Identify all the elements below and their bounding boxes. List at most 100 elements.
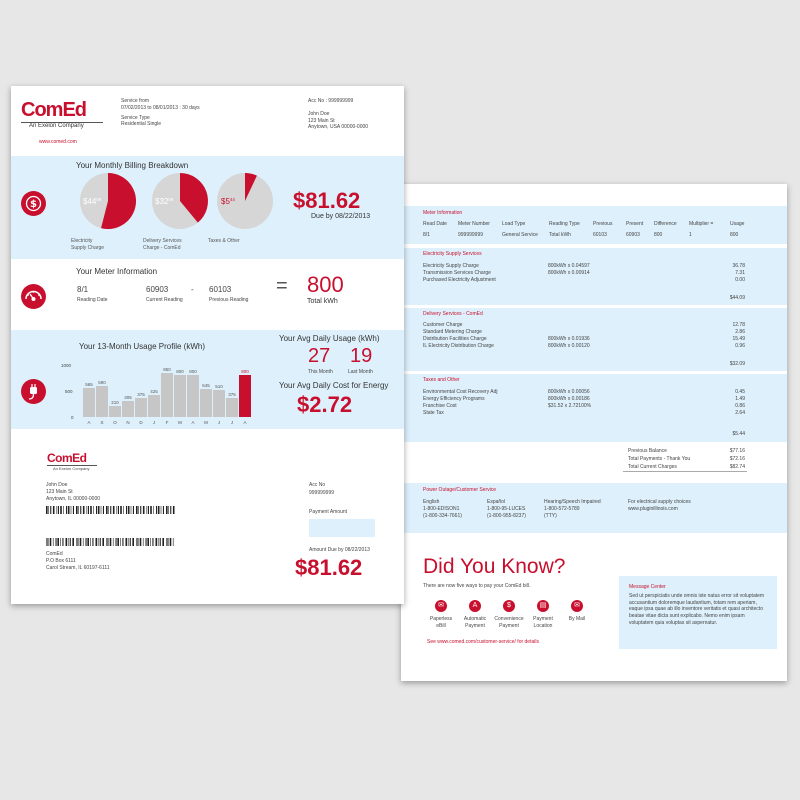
summary-amount: $82.74: [729, 464, 745, 470]
meter-total: 800: [307, 272, 344, 297]
bar-value-label: 800: [241, 369, 249, 375]
usage-bar: [174, 375, 186, 417]
bar-value-label: 375: [137, 391, 145, 397]
meter-icon: [21, 284, 46, 309]
charge-label: Standard Metering Charge: [423, 329, 482, 335]
paperless-icon[interactable]: ✉: [435, 600, 447, 612]
mail-icon[interactable]: ✉: [571, 600, 583, 612]
avg-usage-title: Your Avg Daily Usage (kWh): [279, 334, 380, 343]
pie-chart-2: $544: [217, 173, 273, 229]
bar-value-label: 545: [202, 382, 210, 388]
meter-title: Your Meter Information: [76, 267, 158, 276]
outage-phone-tty[interactable]: 1-800-572-5789: [544, 506, 580, 512]
meter-row-cell: 999999999: [458, 232, 484, 238]
usage-bar-chart: 565 A 590 S 210 O 305 N 375 D 425 J 850 F 800 M 800 A 545 M…: [81, 330, 271, 429]
summary-amount: $77.16: [729, 448, 745, 454]
service-type: Residential Single: [121, 121, 162, 128]
outage-phone-english[interactable]: 1-800-EDISON1: [423, 506, 460, 512]
account-name: John Doe: [308, 110, 330, 117]
meter-header-cell: Read Date: [423, 221, 447, 227]
meter-header-cell: Load Type: [502, 221, 526, 227]
charge-label: Environmental Cost Recovery Adj: [423, 389, 498, 395]
stub-logo-brand: ComEd: [47, 451, 87, 465]
meter-minus: -: [191, 285, 194, 294]
month-label: M: [204, 420, 208, 425]
meter-read-date-label: Reading Date: [77, 297, 108, 303]
this-month-label: This Month: [308, 369, 333, 375]
summary-amount: $72.16: [729, 456, 745, 462]
charge-rate: 800kWh x 0.00914: [548, 270, 590, 276]
svg-text:$: $: [30, 199, 37, 210]
charge-amount: 7.31: [735, 270, 745, 276]
summary-label: Total Payments - Thank You: [628, 456, 691, 462]
logo-brand: ComEd: [21, 99, 87, 121]
account-info: Acc No : 999999999 John Doe 123 Main St …: [308, 98, 403, 131]
bar-value-label: 590: [98, 380, 106, 386]
bar-value-label: 375: [228, 391, 236, 397]
charge-amount: 0.86: [735, 403, 745, 409]
payment-method-label: By Mail: [568, 616, 586, 622]
billing-title: Your Monthly Billing Breakdown: [76, 161, 189, 170]
bar-value-label: 425: [150, 388, 158, 394]
bar-value-label: 850: [163, 366, 171, 372]
automatic-icon[interactable]: A: [469, 600, 481, 612]
charge-label: Customer Charge: [423, 322, 463, 328]
usage-bar: [161, 372, 173, 417]
charge-amount: 36.78: [732, 263, 745, 269]
message-center-title: Message Center: [629, 584, 666, 590]
meter-header-cell: Usage: [730, 221, 745, 227]
customer-service-link[interactable]: See www.comed.com/customer-service/ for …: [427, 639, 539, 645]
billing-breakdown-section: Your Monthly Billing Breakdown $ $4409 $3…: [11, 156, 404, 259]
outage-phone-espanol[interactable]: 1-800-95-LUCES: [487, 506, 526, 512]
supply-choices-url[interactable]: www.pluginillinois.com: [628, 506, 678, 512]
charge-label: Energy Efficiency Programs: [423, 396, 485, 402]
meter-section: Your Meter Information 8/1 Reading Date …: [11, 262, 404, 326]
service-type-label: Service Type: [121, 114, 150, 121]
ytick-1000: 1000: [61, 363, 72, 368]
stub-logo-tagline: An Exelon Company: [53, 466, 90, 471]
last-month-usage: 19: [350, 345, 373, 367]
outage-lang-english: English: [423, 499, 440, 505]
barcode-2: [46, 538, 174, 546]
pie-label-delivery: Delivery Services Charge - ComEd: [143, 238, 182, 251]
comed-url[interactable]: www.comed.com: [39, 139, 77, 145]
charge-label: Transmission Services Charge: [423, 270, 491, 276]
meter-row-cell: General Service: [502, 232, 538, 238]
pie-label-taxes: Taxes & Other: [208, 238, 240, 244]
pie-label-supply: Electricity Supply Charge: [71, 238, 105, 251]
usage-bar: [83, 387, 95, 417]
stub-due-amount: $81.62: [295, 555, 363, 580]
month-label: J: [217, 420, 221, 425]
charge-amount: 2.86: [735, 329, 745, 335]
meter-total-label: Total kWh: [307, 298, 338, 305]
convenience-icon[interactable]: $: [503, 600, 515, 612]
ytick-500: 500: [65, 389, 73, 394]
did-you-know-title: Did You Know?: [423, 555, 566, 578]
taxes-total: $5.44: [732, 431, 745, 437]
usage-bar: [213, 390, 225, 417]
stub-name: John Doe: [46, 482, 68, 488]
location-icon[interactable]: ▤: [537, 600, 549, 612]
month-label: N: [126, 420, 130, 425]
bill-page-front: ComEd An Exelon Company www.comed.com Se…: [11, 86, 404, 604]
delivery-total: $32.09: [729, 361, 745, 367]
stub-remit-address: ComEd P.O Box 6111 Carol Stream, IL 6019…: [46, 551, 110, 571]
charge-amount: 15.49: [732, 336, 745, 342]
charge-label: IL Electricity Distribution Charge: [423, 343, 494, 349]
payment-amount-input[interactable]: [309, 519, 375, 537]
outage-alt-tty: (TTY): [544, 513, 557, 519]
meter-row-cell: 8/1: [423, 232, 430, 238]
charge-rate: 800kWh x 0.00120: [548, 343, 590, 349]
charge-amount: 1.49: [735, 396, 745, 402]
supply-total: $44.09: [729, 295, 745, 301]
charge-label: State Tax: [423, 410, 444, 416]
charge-rate: 800kWh x 0.01936: [548, 336, 590, 342]
payment-amount-label: Payment Amount: [309, 509, 348, 515]
month-label: D: [139, 420, 143, 425]
last-month-label: Last Month: [348, 369, 373, 375]
account-street: 123 Main St: [308, 117, 335, 124]
month-label: A: [191, 420, 195, 425]
outage-lang-tty: Hearing/Speech Impaired: [544, 499, 601, 505]
month-label: M: [178, 420, 182, 425]
charge-amount: 0.00: [735, 277, 745, 283]
